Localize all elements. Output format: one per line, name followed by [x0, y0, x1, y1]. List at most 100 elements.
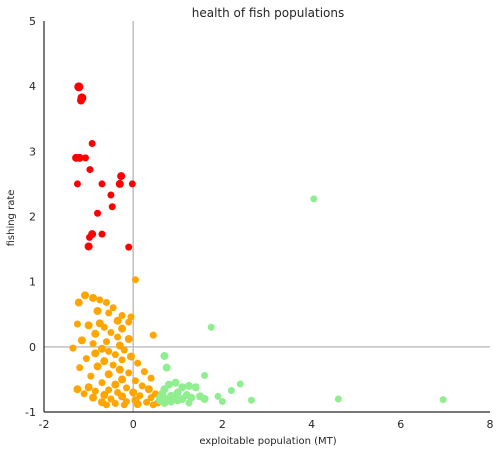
y-tick-label: 2 [29, 211, 36, 224]
data-point-red [107, 191, 115, 199]
data-point-orange [77, 336, 86, 345]
data-point-orange [133, 400, 142, 409]
y-tick-label: 4 [29, 80, 36, 93]
data-point-orange [91, 329, 100, 338]
data-point-red [117, 172, 126, 181]
data-point-red [75, 153, 84, 162]
data-point-orange [123, 384, 131, 392]
y-tick-label: 5 [29, 15, 36, 28]
data-point-green [201, 372, 209, 380]
data-point-red [108, 203, 116, 211]
data-point-orange [120, 401, 128, 409]
data-point-orange [73, 320, 81, 328]
data-point-orange [84, 383, 93, 392]
data-point-green [178, 383, 187, 392]
data-point-orange [97, 344, 106, 353]
data-point-orange [100, 391, 109, 400]
x-tick-label: 6 [397, 418, 404, 431]
data-point-orange [89, 340, 97, 348]
data-point-green [160, 351, 169, 360]
data-point-orange [76, 364, 84, 372]
data-point-orange [126, 352, 135, 361]
data-point-orange [118, 312, 126, 320]
data-point-orange [129, 388, 138, 397]
data-point-red [86, 166, 94, 174]
data-point-green [171, 378, 180, 387]
data-point-orange [96, 296, 104, 304]
data-point-green [236, 380, 244, 388]
y-axis-label: fishing rate [6, 190, 17, 247]
data-point-green [334, 395, 342, 403]
data-point-orange [118, 392, 127, 401]
data-point-orange [138, 382, 146, 390]
data-point-orange [87, 372, 95, 380]
data-point-orange [89, 293, 98, 302]
data-point-orange [144, 385, 153, 394]
data-point-orange [98, 379, 106, 387]
data-point-orange [102, 401, 110, 409]
chart-title: health of fish populations [192, 6, 345, 20]
data-point-red [85, 233, 93, 241]
data-point-orange [69, 344, 77, 352]
x-tick-label: -2 [39, 418, 50, 431]
data-point-orange [118, 324, 127, 333]
data-point-red [84, 242, 93, 251]
data-point-orange [111, 351, 119, 359]
data-point-orange [93, 306, 102, 315]
data-point-orange [74, 298, 83, 307]
y-tick-label: 0 [29, 341, 36, 354]
data-point-orange [115, 341, 124, 350]
data-point-orange [81, 291, 90, 300]
data-point-orange [118, 375, 127, 384]
y-tick-label: -1 [25, 406, 36, 419]
data-point-orange [105, 347, 113, 355]
data-point-red [88, 140, 96, 148]
x-tick-label: 4 [308, 418, 315, 431]
data-point-orange [114, 333, 122, 341]
data-point-orange [82, 355, 90, 363]
data-point-green [214, 392, 222, 400]
data-point-green [167, 397, 176, 406]
data-point-red [128, 180, 136, 188]
data-point-green [184, 381, 193, 390]
data-point-orange [73, 385, 82, 394]
data-point-orange [107, 395, 115, 403]
data-point-orange [120, 346, 128, 354]
data-point-orange [93, 362, 102, 371]
data-point-orange [111, 400, 119, 408]
data-point-orange [109, 304, 117, 312]
data-point-red [125, 243, 133, 251]
data-point-green [162, 363, 171, 372]
data-point-orange [115, 365, 124, 374]
data-point-orange [107, 328, 115, 336]
data-point-orange [149, 331, 157, 339]
data-point-orange [125, 369, 133, 377]
x-axis-label: exploitable population (MT) [199, 436, 336, 447]
data-point-orange [125, 318, 133, 326]
data-point-orange [89, 393, 98, 402]
data-point-orange [147, 394, 155, 402]
data-point-orange [124, 335, 133, 344]
data-point-orange [105, 309, 113, 317]
data-point-orange [102, 299, 110, 307]
data-point-green [247, 396, 255, 404]
x-tick-label: 2 [219, 418, 226, 431]
data-point-green [160, 398, 169, 407]
data-point-orange [91, 349, 100, 358]
data-point-orange [100, 323, 108, 331]
data-point-orange [104, 370, 113, 379]
data-point-red [74, 82, 84, 92]
y-tick-label: 1 [29, 276, 36, 289]
data-point-orange [109, 361, 117, 369]
data-point-red [94, 209, 102, 217]
data-point-orange [140, 368, 148, 376]
data-point-orange [91, 387, 99, 395]
data-point-orange [100, 357, 109, 366]
data-point-green [218, 398, 226, 406]
data-point-orange [80, 390, 88, 398]
data-point-green [227, 386, 235, 394]
data-point-red [98, 230, 106, 238]
data-point-orange [149, 401, 157, 409]
data-point-orange [105, 386, 113, 394]
data-point-green [207, 323, 215, 331]
